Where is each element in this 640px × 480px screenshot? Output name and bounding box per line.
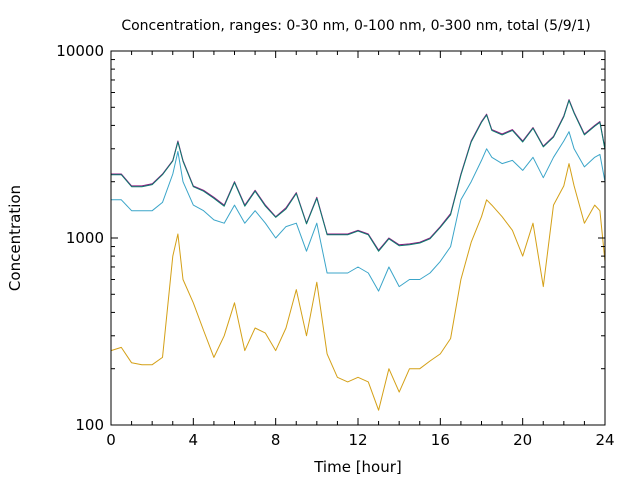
x-tick-label-5: 20 [513, 431, 532, 449]
series-line-1 [110, 163, 606, 411]
plot-frame [110, 50, 606, 426]
x-axis-label: Time [hour] [313, 458, 402, 476]
y-tick-label-0: 100 [75, 416, 104, 434]
series-layer [110, 99, 606, 411]
x-tick-label-6: 24 [595, 431, 614, 449]
x-tick-label-3: 12 [348, 431, 367, 449]
chart-title: Concentration, ranges: 0-30 nm, 0-100 nm… [121, 18, 590, 34]
series-line-3 [111, 99, 606, 251]
y-tick-label-2: 10000 [56, 42, 104, 60]
y-tick-label-1: 1000 [66, 229, 104, 247]
ticks-layer [110, 50, 606, 426]
series-line-4 [111, 99, 606, 252]
x-tick-label-2: 8 [271, 431, 281, 449]
series-line-2 [111, 131, 606, 292]
x-tick-label-0: 0 [106, 431, 116, 449]
y-axis-label: Concentration [6, 185, 24, 291]
x-tick-label-1: 4 [189, 431, 199, 449]
x-tick-label-4: 16 [431, 431, 450, 449]
tick-labels: 0 4 8 12 16 20 24 100 1000 10000 [56, 42, 614, 449]
